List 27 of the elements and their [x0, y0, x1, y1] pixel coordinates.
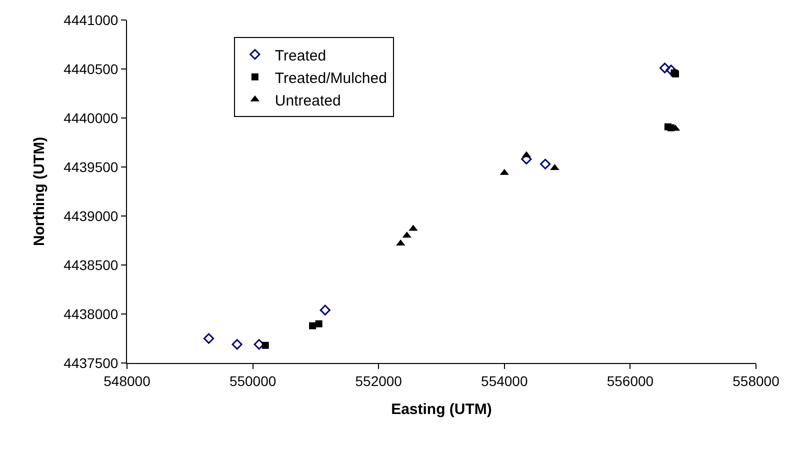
legend-label: Treated: [274, 47, 326, 64]
point: [659, 62, 670, 74]
y-tick-label: 4438500: [64, 256, 118, 273]
legend-label: Treated/Mulched: [274, 70, 387, 87]
x-tick-label: 550000: [229, 372, 276, 389]
point: [262, 342, 269, 349]
x-axis-title: Easting (UTM): [391, 400, 492, 418]
point: [232, 339, 242, 350]
x-tick-label: 556000: [606, 372, 654, 389]
y-tick-label: 4441000: [64, 12, 118, 28]
y-tick-label: 4439500: [64, 158, 118, 175]
legend-label: Untreated: [274, 92, 341, 110]
x-tick-label: 552000: [355, 372, 402, 389]
y-tick-label: 4439000: [64, 208, 118, 224]
x-tick-label: 548000: [104, 372, 151, 389]
y-tick-label: 4440000: [64, 110, 118, 126]
point: [540, 158, 551, 170]
x-tick-label: 558000: [732, 372, 780, 389]
point: [203, 333, 214, 344]
y-tick-label: 4437500: [64, 354, 118, 371]
y-tick-label: 4438000: [64, 306, 118, 322]
point: [315, 320, 322, 328]
y-tick-label: 4440500: [64, 60, 118, 77]
point: [309, 322, 316, 330]
point: [320, 304, 330, 316]
x-tick-label: 554000: [481, 372, 528, 389]
y-axis-title: Northing (UTM): [30, 136, 48, 246]
